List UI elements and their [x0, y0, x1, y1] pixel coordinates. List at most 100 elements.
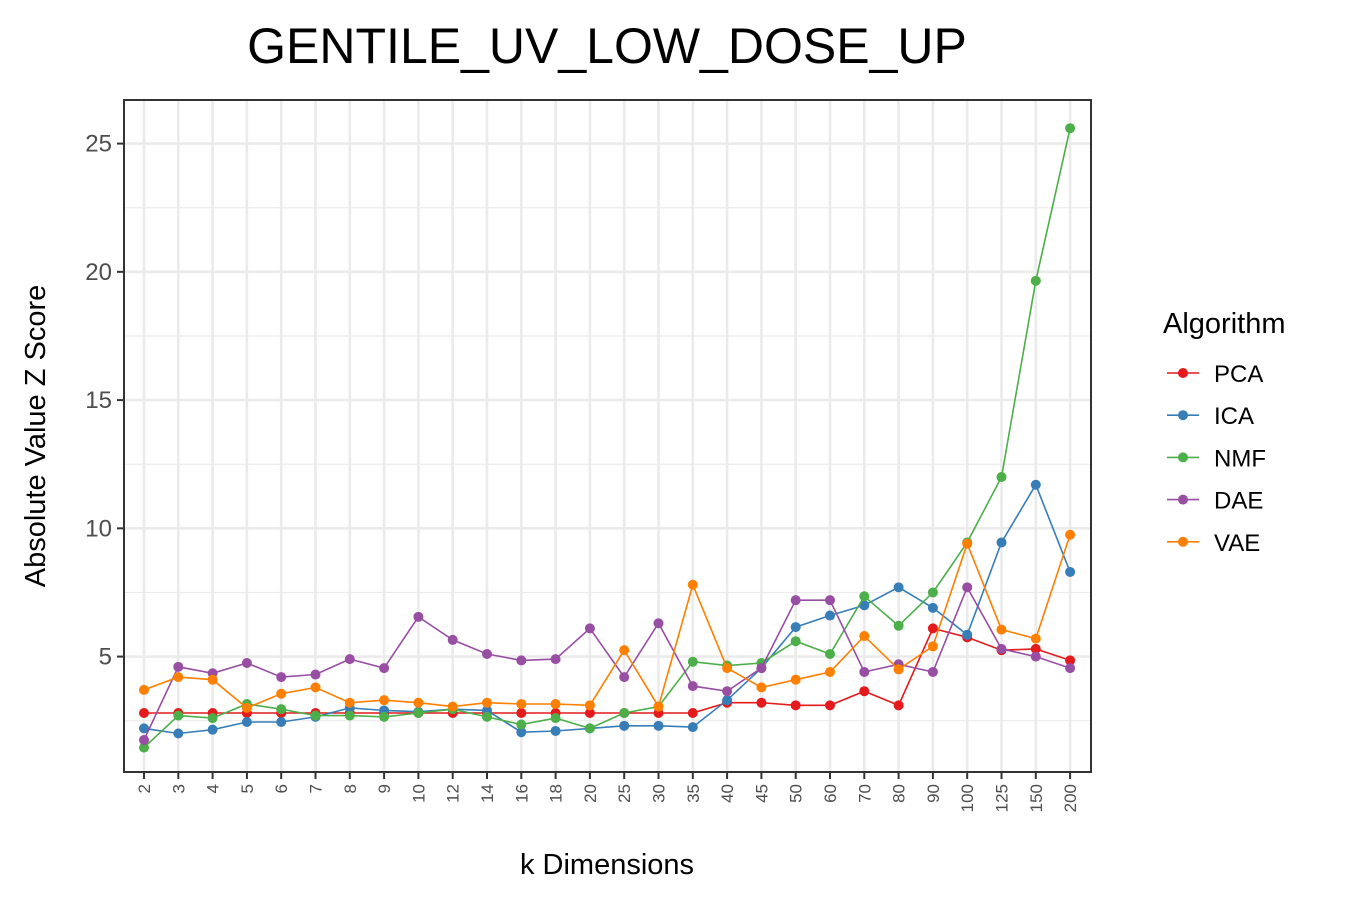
- data-point: [996, 537, 1007, 548]
- data-point: [413, 697, 424, 708]
- series-line-dae: [143, 585, 1071, 741]
- data-point: [482, 697, 492, 708]
- data-point: [619, 720, 630, 731]
- data-point: [859, 631, 870, 642]
- legend-key-point: [1178, 494, 1188, 505]
- legend-key-point: [1178, 368, 1188, 378]
- plot-panel: [124, 100, 1091, 772]
- y-axis-title: Absolute Value Z Score: [20, 285, 52, 588]
- data-point: [756, 682, 767, 693]
- series-vae: [139, 529, 1076, 713]
- data-point: [962, 582, 973, 593]
- data-point: [1030, 479, 1041, 490]
- data-point: [927, 623, 938, 634]
- x-tick-label: 18: [547, 784, 566, 803]
- data-point: [653, 720, 664, 731]
- data-point: [139, 734, 149, 745]
- x-tick-label: 50: [787, 784, 806, 803]
- data-point: [344, 710, 355, 721]
- data-point: [139, 742, 149, 753]
- data-point: [516, 699, 527, 710]
- data-point: [550, 725, 561, 736]
- data-point: [584, 700, 595, 711]
- data-point: [344, 697, 355, 708]
- data-point: [584, 708, 595, 719]
- x-tick-label: 8: [341, 784, 360, 793]
- data-point: [516, 655, 527, 666]
- data-point: [927, 587, 938, 598]
- data-point: [482, 711, 492, 722]
- data-point: [139, 708, 149, 719]
- data-point: [927, 666, 938, 677]
- x-tick-label: 7: [307, 784, 326, 793]
- data-point: [790, 674, 801, 685]
- x-tick-label: 9: [375, 784, 394, 793]
- data-point: [173, 710, 184, 721]
- legend-label: DAE: [1214, 488, 1263, 515]
- data-point: [241, 702, 252, 713]
- x-tick-label: 3: [169, 784, 188, 793]
- data-point: [962, 629, 973, 640]
- data-point: [790, 700, 801, 711]
- data-point: [653, 618, 664, 629]
- data-point: [687, 579, 698, 590]
- legend: Algorithm PCA ICA NMF DAE VAE: [1163, 308, 1286, 557]
- data-point: [790, 636, 801, 647]
- data-point: [996, 643, 1007, 654]
- x-tick-label: 2: [135, 784, 154, 793]
- data-point: [893, 664, 904, 675]
- x-tick-label: 4: [204, 784, 223, 793]
- data-point: [687, 722, 698, 733]
- data-point: [1065, 655, 1076, 666]
- y-axis: 5 10 15 20 25: [85, 131, 124, 671]
- data-point: [1030, 275, 1041, 286]
- data-point: [1065, 123, 1076, 134]
- data-point: [516, 708, 527, 719]
- legend-title: Algorithm: [1163, 308, 1286, 340]
- data-point: [584, 623, 595, 634]
- data-point: [790, 595, 801, 606]
- data-point: [413, 611, 424, 622]
- series-layer: [139, 123, 1076, 753]
- data-point: [859, 666, 870, 677]
- data-point: [1065, 663, 1076, 674]
- x-tick-label: 60: [821, 784, 840, 803]
- data-point: [482, 649, 492, 660]
- data-point: [207, 713, 218, 724]
- data-point: [722, 663, 733, 674]
- data-point: [893, 700, 904, 711]
- x-axis-title: k Dimensions: [520, 849, 694, 881]
- legend-label: PCA: [1214, 361, 1263, 388]
- x-tick-label: 25: [615, 784, 634, 803]
- data-point: [584, 723, 595, 734]
- x-tick-label: 150: [1027, 784, 1046, 812]
- data-point: [687, 656, 698, 667]
- y-tick-label: 10: [85, 515, 112, 542]
- data-point: [859, 686, 870, 697]
- legend-label: ICA: [1214, 403, 1254, 430]
- data-point: [276, 716, 287, 727]
- x-tick-label: 20: [581, 784, 600, 803]
- data-point: [722, 686, 733, 697]
- x-tick-label: 45: [752, 784, 771, 803]
- x-tick-label: 80: [890, 784, 909, 803]
- data-point: [550, 713, 561, 724]
- x-tick-label: 5: [238, 784, 257, 793]
- legend-item-pca: PCA: [1167, 361, 1263, 388]
- data-point: [379, 711, 390, 722]
- data-point: [687, 708, 698, 719]
- data-point: [173, 728, 184, 739]
- x-tick-label: 16: [512, 784, 531, 803]
- data-point: [379, 695, 390, 706]
- grid: [124, 100, 1091, 772]
- data-point: [927, 602, 938, 613]
- legend-key-point: [1178, 452, 1188, 463]
- data-point: [516, 727, 527, 738]
- x-tick-label: 125: [993, 784, 1012, 812]
- x-tick-label: 12: [444, 784, 463, 803]
- legend-key-point: [1178, 536, 1188, 547]
- data-point: [859, 591, 870, 602]
- x-tick-label: 6: [272, 784, 291, 793]
- data-point: [310, 669, 321, 680]
